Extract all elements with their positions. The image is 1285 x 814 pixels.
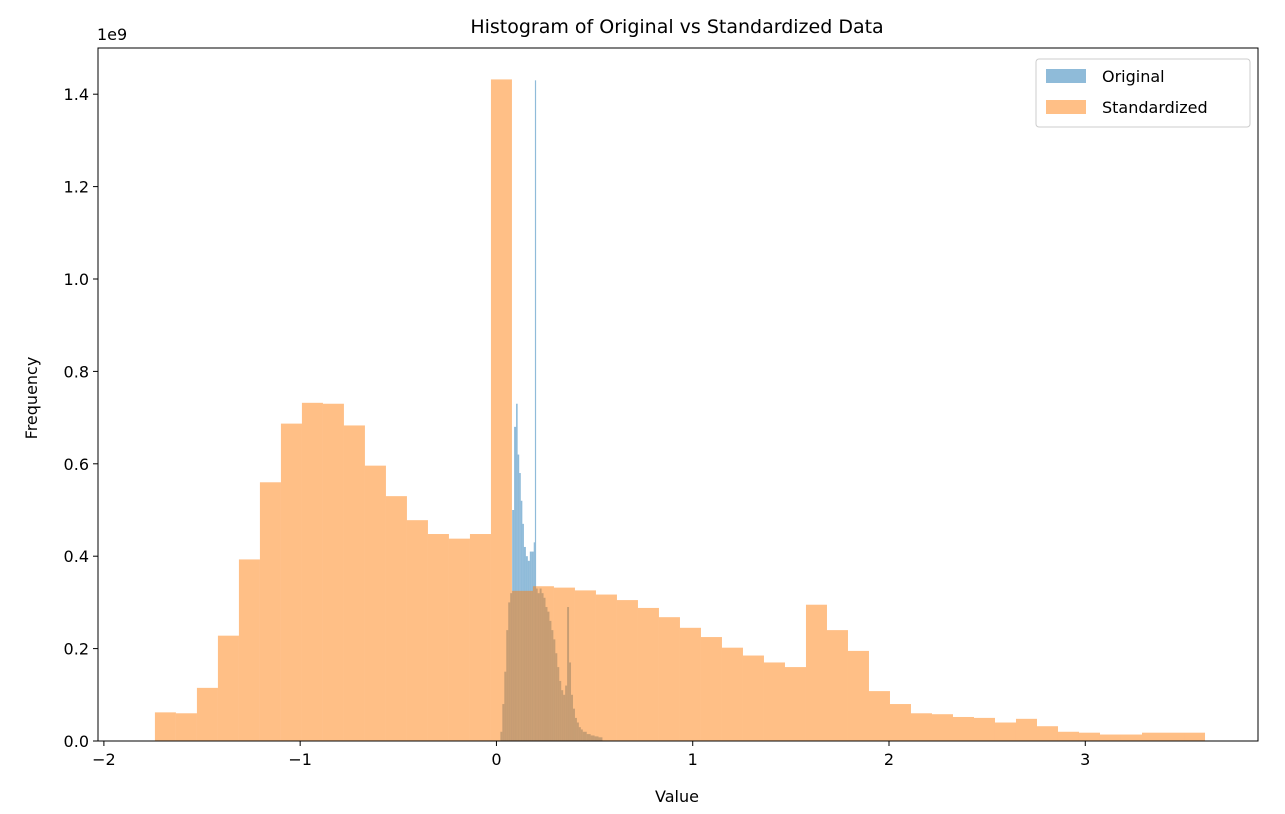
legend-label-standardized: Standardized xyxy=(1102,98,1208,117)
x-tick-label: −2 xyxy=(92,750,116,769)
standardized-bar xyxy=(217,635,239,741)
legend-swatch-original xyxy=(1046,69,1086,83)
standardized-bar xyxy=(259,482,281,741)
x-axis-label: Value xyxy=(655,787,699,806)
standardized-bar xyxy=(1142,732,1164,741)
standardized-bar xyxy=(763,662,785,741)
standardized-bar xyxy=(868,691,890,741)
x-tick-label: 2 xyxy=(884,750,894,769)
standardized-bar xyxy=(994,722,1016,741)
standardized-bar xyxy=(511,590,533,741)
y-tick-label: 0.0 xyxy=(64,732,89,751)
y-tick-label: 1.0 xyxy=(64,270,89,289)
standardized-bar xyxy=(574,590,596,741)
legend-swatch-standardized xyxy=(1046,100,1086,114)
standardized-bar xyxy=(448,538,470,741)
standardized-bar xyxy=(805,604,827,741)
standardized-bar xyxy=(238,559,260,741)
standardized-bar xyxy=(889,704,911,741)
axes-layer: −2 −1 0 1 2 3 0.0 0.2 0.4 0.6 0.8 1.0 1.2 1.4 xyxy=(64,47,1259,769)
standardized-bar xyxy=(595,594,617,741)
series-standardized xyxy=(154,79,1206,741)
y-tick-label: 1.4 xyxy=(64,85,89,104)
chart-title: Histogram of Original vs Standardized Da… xyxy=(470,16,883,38)
standardized-bar xyxy=(931,714,953,741)
standardized-bar xyxy=(1184,732,1206,741)
standardized-bar xyxy=(490,79,512,741)
legend-box xyxy=(1035,58,1251,128)
y-tick-label: 0.2 xyxy=(64,640,89,659)
original-bar xyxy=(516,403,518,741)
standardized-bar xyxy=(742,655,764,741)
x-tick-label: 3 xyxy=(1080,750,1090,769)
standardized-bar xyxy=(427,534,449,741)
legend-label-original: Original xyxy=(1102,67,1165,86)
standardized-bar xyxy=(364,465,386,741)
bars-layer xyxy=(154,79,1206,742)
standardized-bar xyxy=(910,713,932,741)
standardized-bar xyxy=(700,637,722,741)
y-tick-label: 0.4 xyxy=(64,547,89,566)
standardized-bar xyxy=(721,647,743,741)
standardized-bar xyxy=(322,403,344,741)
standardized-bar xyxy=(1078,732,1100,741)
plot-frame xyxy=(97,47,1259,742)
standardized-bar xyxy=(616,600,638,741)
standardized-bar xyxy=(343,425,365,741)
x-tick-label: 0 xyxy=(491,750,501,769)
standardized-bar xyxy=(784,667,806,741)
standardized-bar xyxy=(196,687,218,741)
standardized-bar xyxy=(175,713,197,741)
y-axis-offset-label: 1e9 xyxy=(97,25,127,44)
y-axis-label: Frequency xyxy=(22,357,41,440)
standardized-bar xyxy=(1120,734,1142,741)
standardized-bar xyxy=(301,402,323,741)
standardized-bar xyxy=(679,627,701,741)
standardized-bar xyxy=(973,717,995,741)
standardized-bar xyxy=(1099,734,1121,741)
standardized-bar xyxy=(637,607,659,741)
x-tick-label: 1 xyxy=(688,750,698,769)
y-tick-label: 1.2 xyxy=(64,178,89,197)
standardized-bar xyxy=(469,534,491,741)
standardized-bar xyxy=(952,716,974,741)
y-tick-label: 0.8 xyxy=(64,362,89,381)
standardized-bar xyxy=(1057,731,1079,741)
standardized-bar xyxy=(385,496,407,741)
standardized-bar xyxy=(406,520,428,741)
standardized-bar xyxy=(280,423,302,741)
y-tick-label: 0.6 xyxy=(64,455,89,474)
legend: Original Standardized xyxy=(1035,58,1251,128)
standardized-bar xyxy=(553,587,575,741)
original-bar xyxy=(534,80,537,742)
x-tick-label: −1 xyxy=(288,750,312,769)
standardized-bar xyxy=(826,630,848,741)
standardized-bar xyxy=(154,712,176,741)
original-bar xyxy=(514,426,517,741)
standardized-bar xyxy=(1163,732,1185,741)
standardized-bar xyxy=(847,650,869,741)
standardized-bar xyxy=(532,586,554,741)
standardized-bar xyxy=(658,617,680,741)
standardized-bar xyxy=(1036,726,1058,741)
standardized-bar xyxy=(1015,718,1037,741)
